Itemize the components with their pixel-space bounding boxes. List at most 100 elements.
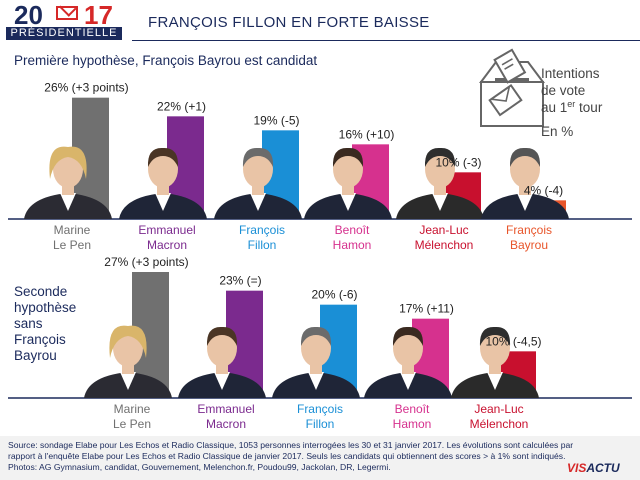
shirt-shape <box>60 193 76 211</box>
shirt-shape <box>432 193 448 211</box>
hair-shape <box>242 147 274 167</box>
name-label-francois-fillon-line-1: François <box>239 223 285 237</box>
shirt-shape <box>400 372 416 390</box>
neck-shape <box>122 364 134 374</box>
candidate-photo-benoit-hamon <box>304 147 392 219</box>
name-label-francois-fillon-line-2: Fillon <box>248 238 277 252</box>
value-label-emmanuel-macron: 22% (+1) <box>157 99 206 113</box>
head-shape <box>510 150 540 188</box>
candidate-photo-francois-bayrou <box>481 147 569 219</box>
hair-shape <box>479 326 511 346</box>
name-label-jean-luc-melenchon-line-1: Jean-Luc <box>419 223 468 237</box>
neck-shape <box>342 185 354 195</box>
name-label-francois-fillon-line-2: Fillon <box>306 417 335 431</box>
head-shape <box>333 150 363 188</box>
section-2-title-line-4: François <box>14 332 66 347</box>
neck-shape <box>157 185 169 195</box>
hair-shape <box>509 147 541 167</box>
name-label-francois-bayrou-line-1: François <box>506 223 552 237</box>
section-2-title-line-5: Bayrou <box>14 348 57 363</box>
head-shape <box>207 329 237 367</box>
election-logo: 20 17 PRÉSIDENTIELLE <box>0 0 134 42</box>
shirt-shape <box>155 193 171 211</box>
hair-shape <box>332 147 364 167</box>
hair-shape <box>49 146 87 179</box>
logo-subtitle: PRÉSIDENTIELLE <box>6 27 122 40</box>
shirt-shape <box>340 193 356 211</box>
neck-shape <box>402 364 414 374</box>
ballot-envelope-icon <box>56 6 78 20</box>
name-label-marine-le-pen-line-1: Marine <box>114 402 151 416</box>
name-label-benoit-hamon-line-1: Benoît <box>335 223 370 237</box>
section-2-title-line-1: Seconde <box>14 284 67 299</box>
section-1-title: Première hypothèse, François Bayrou est … <box>14 53 317 68</box>
candidate-photo-jean-luc-melenchon <box>396 147 484 219</box>
name-label-jean-luc-melenchon-line-2: Mélenchon <box>470 417 529 431</box>
neck-shape <box>252 185 264 195</box>
hair-shape <box>300 326 332 346</box>
value-label-francois-fillon: 19% (-5) <box>253 113 299 127</box>
header-divider <box>132 40 640 41</box>
candidate-photo-jean-luc-melenchon <box>451 326 539 398</box>
footer-band <box>0 436 640 480</box>
section-2-title-line-3: sans <box>14 316 43 331</box>
head-shape <box>480 329 510 367</box>
value-label-jean-luc-melenchon: 10% (-4,5) <box>485 334 541 348</box>
ballot-box-icon <box>479 48 545 127</box>
name-label-marine-le-pen-line-2: Le Pen <box>113 417 151 431</box>
head-shape <box>393 329 423 367</box>
head-shape <box>148 150 178 188</box>
shirt-shape <box>517 193 533 211</box>
hair-shape <box>206 326 238 346</box>
name-label-jean-luc-melenchon-line-1: Jean-Luc <box>474 402 523 416</box>
legend-unit: En % <box>541 124 573 139</box>
head-shape <box>301 329 331 367</box>
name-label-emmanuel-macron-line-1: Emmanuel <box>197 402 254 416</box>
name-label-emmanuel-macron-line-2: Macron <box>206 417 246 431</box>
value-label-marine-le-pen: 27% (+3 points) <box>104 255 188 269</box>
value-label-benoit-hamon: 17% (+11) <box>399 302 454 316</box>
name-label-benoit-hamon-line-2: Hamon <box>393 417 432 431</box>
legend-line-1: Intentions <box>541 66 600 81</box>
candidate-photo-emmanuel-macron <box>119 147 207 219</box>
name-label-marine-le-pen-line-1: Marine <box>54 223 91 237</box>
candidate-photo-francois-fillon <box>214 147 302 219</box>
hair-shape <box>147 147 179 167</box>
shirt-shape <box>250 193 266 211</box>
name-label-benoit-hamon-line-2: Hamon <box>333 238 372 252</box>
section-2-title-line-2: hypothèse <box>14 300 76 315</box>
candidate-photo-emmanuel-macron <box>178 326 266 398</box>
legend-line-3: au 1er tour <box>541 99 603 115</box>
value-label-benoit-hamon: 16% (+10) <box>339 127 395 141</box>
name-label-marine-le-pen-line-2: Le Pen <box>53 238 91 252</box>
candidate-photo-marine-le-pen <box>84 325 172 398</box>
neck-shape <box>519 185 531 195</box>
head-shape <box>425 150 455 188</box>
brand-logo: VISACTU <box>567 461 620 475</box>
hair-shape <box>109 325 147 358</box>
head-shape <box>243 150 273 188</box>
hair-shape <box>392 326 424 346</box>
shirt-shape <box>308 372 324 390</box>
name-label-emmanuel-macron-line-1: Emmanuel <box>138 223 195 237</box>
neck-shape <box>310 364 322 374</box>
shirt-shape <box>487 372 503 390</box>
value-label-francois-fillon: 20% (-6) <box>311 288 357 302</box>
hair-shape <box>424 147 456 167</box>
logo-year-right: 17 <box>84 0 113 30</box>
logo-year-left: 20 <box>14 0 43 30</box>
neck-shape <box>434 185 446 195</box>
name-label-jean-luc-melenchon-line-2: Mélenchon <box>415 238 474 252</box>
candidate-photo-marine-le-pen <box>24 146 112 219</box>
shirt-shape <box>120 372 136 390</box>
shirt-shape <box>214 372 230 390</box>
name-label-francois-fillon-line-1: François <box>297 402 343 416</box>
neck-shape <box>216 364 228 374</box>
candidate-photo-francois-fillon <box>272 326 360 398</box>
value-label-jean-luc-melenchon: 10% (-3) <box>435 155 481 169</box>
neck-shape <box>489 364 501 374</box>
neck-shape <box>62 185 74 195</box>
